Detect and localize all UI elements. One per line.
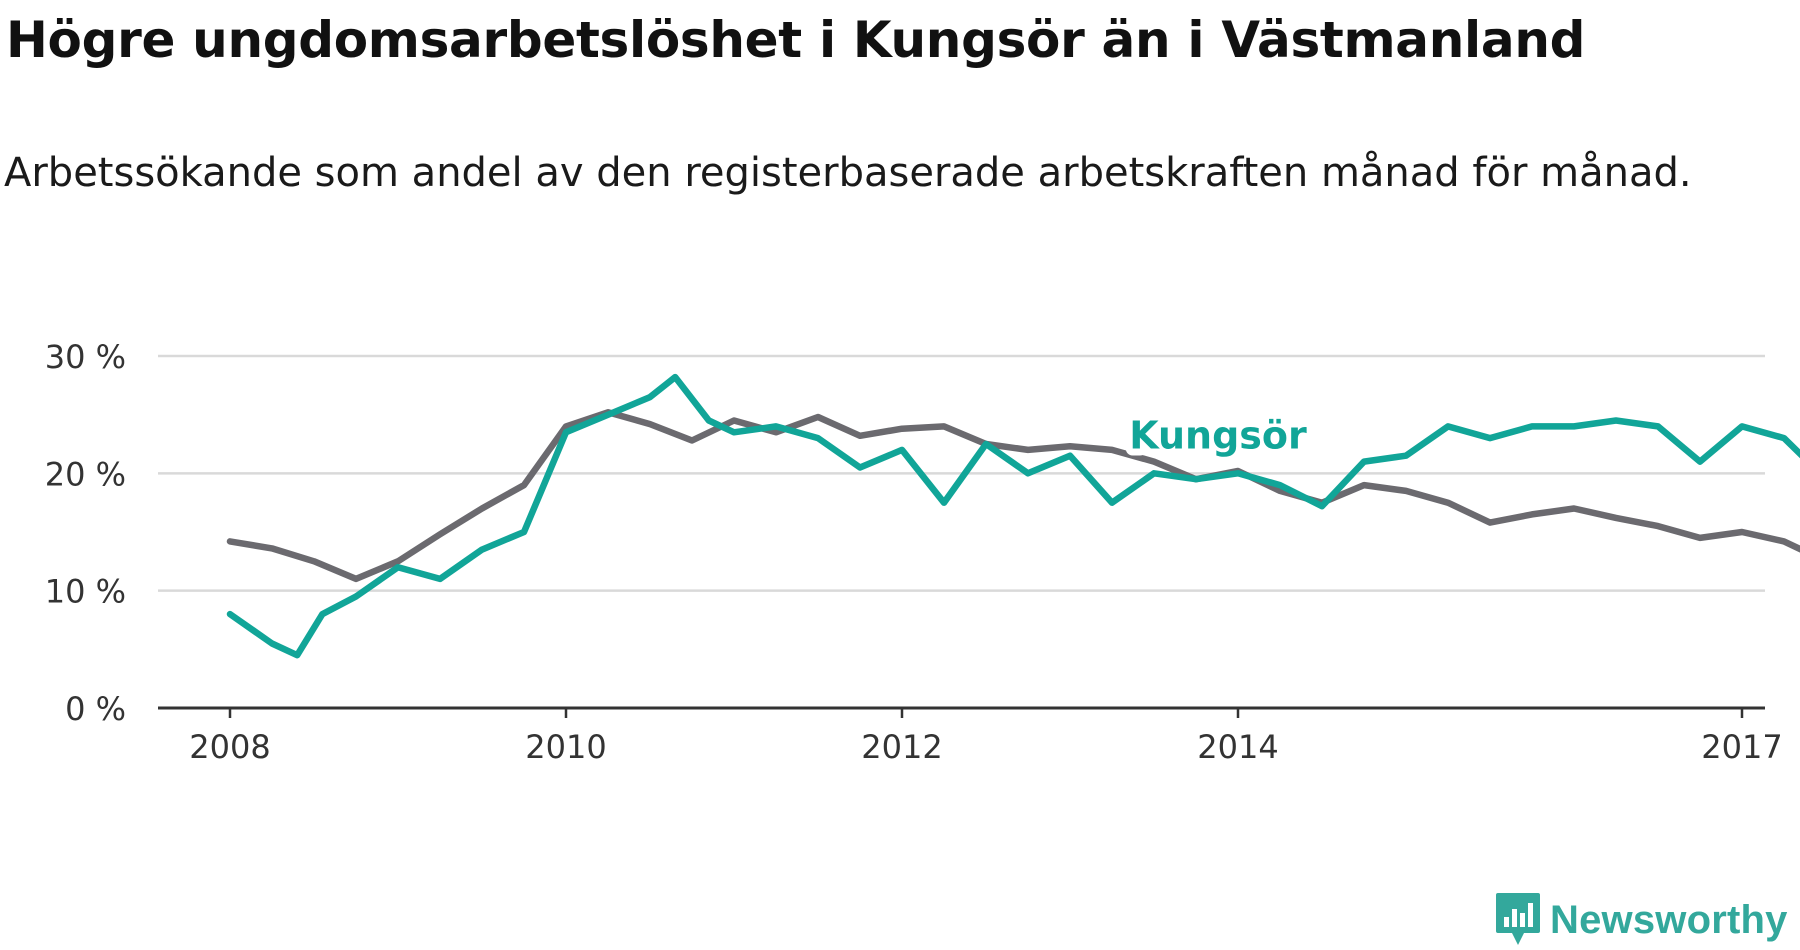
y-tick-label: 20 % [45, 455, 126, 493]
inline-label-halo-kungs-r: Kungsör [1129, 414, 1307, 458]
x-tick-label: 2014 [1197, 728, 1278, 766]
series-line-v-stmanland [226, 409, 1800, 583]
x-tick-label: 2012 [861, 728, 942, 766]
x-tick-label: 2017 [1701, 728, 1782, 766]
brand-name: Newsworthy [1550, 897, 1788, 942]
chart-subtitle: Arbetssökande som andel av den registerb… [4, 150, 1692, 196]
y-tick-label: 30 % [45, 338, 126, 376]
y-tick-label: 10 % [45, 573, 126, 611]
y-axis: 0 % 10 % 20 % 30 % [45, 338, 126, 728]
x-tick-label: 2010 [525, 728, 606, 766]
series-layer [226, 373, 1800, 659]
series-line-kungs-r [226, 373, 1800, 659]
label-layer: 10,1 %9,5 %KungsörKungsörVästmanlandVäst… [1122, 407, 1314, 465]
x-axis: 200820102012201420172019202120232025 [158, 706, 1783, 766]
y-tick-label: 0 % [65, 690, 126, 728]
chart-title: Högre ungdomsarbetslöshet i Kungsör än i… [6, 11, 1586, 69]
x-tick-label: 2008 [189, 728, 270, 766]
inline-label-kungs-r: Kungsör [1129, 414, 1307, 458]
brand: Newsworthy [1494, 890, 1788, 950]
newsworthy-logo-icon [1496, 893, 1540, 945]
